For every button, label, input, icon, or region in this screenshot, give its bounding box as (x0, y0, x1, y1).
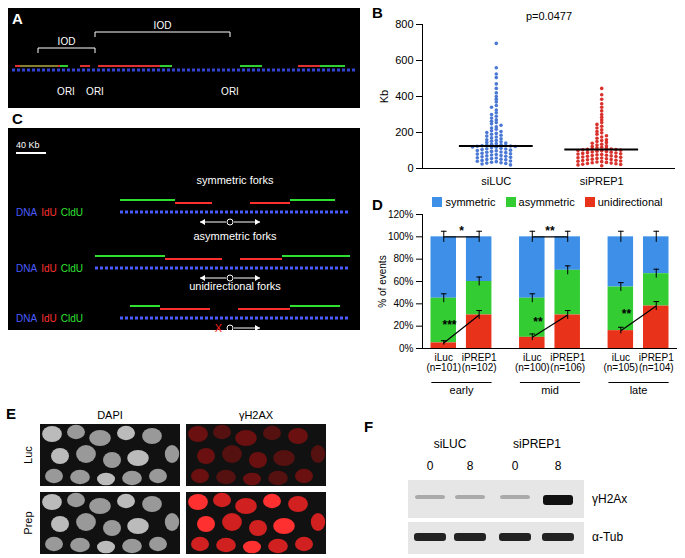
svg-text:X: X (215, 322, 223, 334)
svg-text:% of events: % of events (377, 255, 388, 307)
html-text:C: C (12, 110, 23, 127)
svg-text:asymmetric forks: asymmetric forks (193, 230, 277, 242)
html-text:F: F (364, 418, 374, 435)
svg-text:DNAIdUCldU: DNAIdUCldU (16, 263, 83, 274)
svg-text:***: *** (442, 318, 456, 332)
svg-text:40 Kb: 40 Kb (16, 140, 40, 150)
svg-text:iLuc(n=105): iLuc(n=105) (603, 352, 638, 373)
svg-text:0: 0 (407, 162, 413, 174)
svg-text:Prep: Prep (22, 511, 34, 534)
svg-text:0%: 0% (399, 343, 414, 354)
html-text:E: E (6, 405, 16, 422)
svg-text:iLuc(n=100): iLuc(n=100) (515, 352, 550, 373)
svg-text:8: 8 (467, 459, 474, 473)
svg-text:DNAIdUCldU: DNAIdUCldU (16, 313, 83, 324)
svg-text:20%: 20% (393, 320, 413, 331)
svg-text:*: * (459, 224, 464, 238)
svg-text:mid: mid (541, 384, 559, 396)
svg-text:symmetric forks: symmetric forks (197, 174, 275, 186)
svg-text:IOD: IOD (58, 36, 76, 47)
svg-text:**: ** (545, 224, 555, 238)
svg-text:**: ** (533, 315, 543, 329)
html-text:unidirectional: unidirectional (597, 196, 663, 208)
svg-text:γH2Ax: γH2Ax (592, 492, 627, 506)
svg-text:DAPI: DAPI (97, 409, 123, 421)
svg-text:unidirectional forks: unidirectional forks (189, 280, 281, 292)
svg-text:400: 400 (395, 90, 413, 102)
svg-text:iPREP1(n=106): iPREP1(n=106) (550, 352, 585, 373)
svg-text:α-Tub: α-Tub (592, 530, 623, 544)
svg-text:iPREP1(n=102): iPREP1(n=102) (462, 352, 497, 373)
svg-text:600: 600 (395, 54, 413, 66)
svg-text:80%: 80% (393, 253, 413, 264)
svg-text:ORI: ORI (221, 86, 239, 97)
html-text:A: A (12, 10, 23, 27)
html-text:B: B (372, 4, 383, 21)
html-text:asymmetric: asymmetric (518, 196, 575, 208)
svg-text:γH2AX: γH2AX (239, 409, 274, 421)
svg-text:Luc: Luc (22, 446, 34, 464)
svg-text:iPREP1(n=104): iPREP1(n=104) (639, 352, 674, 373)
svg-text:Kb: Kb (378, 90, 390, 103)
svg-text:IOD: IOD (154, 20, 172, 31)
svg-text:ORI: ORI (86, 86, 104, 97)
svg-text:40%: 40% (393, 298, 413, 309)
svg-text:siLUC: siLUC (434, 437, 467, 451)
svg-text:200: 200 (395, 126, 413, 138)
svg-text:800: 800 (395, 18, 413, 30)
svg-text:siLUC: siLUC (481, 175, 511, 187)
html-text:D: D (372, 196, 383, 213)
svg-text:iLuc(n=101): iLuc(n=101) (426, 352, 461, 373)
svg-text:8: 8 (555, 459, 562, 473)
svg-text:p=0.0477: p=0.0477 (526, 10, 572, 22)
html-text:symmetric: symmetric (445, 196, 496, 208)
svg-text:late: late (630, 384, 648, 396)
svg-text:120%: 120% (388, 209, 414, 220)
svg-text:DNAIdUCldU: DNAIdUCldU (16, 207, 83, 218)
svg-text:0: 0 (427, 459, 434, 473)
svg-text:siPREP1: siPREP1 (513, 437, 561, 451)
svg-text:ORI: ORI (57, 86, 75, 97)
svg-text:**: ** (622, 307, 632, 321)
svg-text:60%: 60% (393, 276, 413, 287)
svg-text:siPREP1: siPREP1 (580, 175, 624, 187)
svg-text:100%: 100% (388, 231, 414, 242)
svg-text:early: early (450, 384, 474, 396)
svg-text:0: 0 (512, 459, 519, 473)
